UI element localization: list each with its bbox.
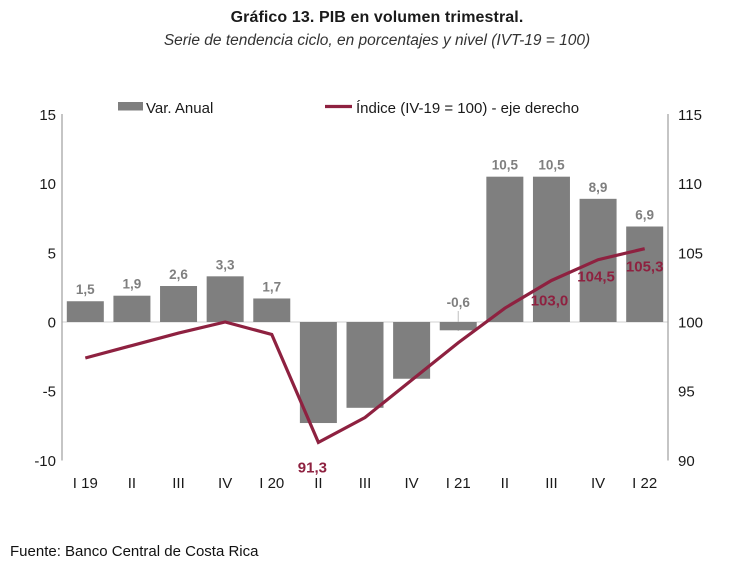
x-axis-category-label: III bbox=[545, 475, 558, 492]
bar-var-anual bbox=[346, 322, 384, 408]
x-axis-category-label: IV bbox=[405, 475, 419, 492]
right-axis-tick-label: 110 bbox=[678, 176, 702, 193]
right-axis-tick-label: 105 bbox=[678, 245, 703, 262]
x-axis-category-label: II bbox=[501, 475, 509, 492]
left-axis-tick-label: 15 bbox=[39, 107, 56, 124]
bar-value-label: 6,9 bbox=[635, 208, 654, 223]
x-axis-category-label: III bbox=[172, 475, 185, 492]
x-axis-category-label: II bbox=[128, 475, 136, 492]
right-axis-tick-label: 95 bbox=[678, 384, 695, 401]
bar-value-label: 3,3 bbox=[216, 257, 235, 272]
bar-var-anual bbox=[299, 322, 337, 424]
right-axis-tick-label: 100 bbox=[678, 315, 703, 332]
source-note: Fuente: Banco Central de Costa Rica bbox=[10, 543, 259, 560]
x-axis-category-label: I 19 bbox=[73, 475, 98, 492]
left-axis-tick-label: 0 bbox=[48, 315, 56, 332]
x-axis-category-label: I 20 bbox=[259, 475, 284, 492]
bar-var-anual bbox=[626, 226, 664, 322]
x-axis-category-label: IV bbox=[591, 475, 605, 492]
bar-var-anual bbox=[160, 286, 198, 322]
bar-value-label: 10,5 bbox=[492, 158, 519, 173]
bar-value-label: 2,6 bbox=[169, 267, 188, 282]
bar-var-anual bbox=[113, 295, 151, 322]
legend-bar-swatch bbox=[118, 102, 143, 111]
legend-bar-label: Var. Anual bbox=[146, 100, 213, 117]
bar-value-label: -0,6 bbox=[447, 295, 471, 310]
bar-value-label: 10,5 bbox=[538, 158, 565, 173]
bar-var-anual bbox=[66, 301, 104, 322]
bar-var-anual bbox=[253, 298, 291, 322]
line-value-label: 103,0 bbox=[531, 292, 569, 309]
x-axis-category-label: II bbox=[314, 475, 322, 492]
bar-var-anual bbox=[439, 322, 477, 331]
left-axis-tick-label: 5 bbox=[48, 245, 56, 262]
chart-subtitle: Serie de tendencia ciclo, en porcentajes… bbox=[163, 32, 591, 49]
bar-var-anual bbox=[532, 176, 570, 322]
line-value-label: 91,3 bbox=[298, 459, 327, 476]
line-value-label: 105,3 bbox=[626, 259, 664, 276]
bar-value-label: 1,7 bbox=[262, 279, 281, 294]
bar-var-anual bbox=[486, 176, 524, 322]
right-axis-tick-label: 90 bbox=[678, 453, 695, 470]
legend-line-label: Índice (IV-19 = 100) - eje derecho bbox=[356, 100, 579, 117]
x-axis-category-label: III bbox=[359, 475, 372, 492]
line-value-label: 104,5 bbox=[577, 269, 615, 286]
chart-title: Gráfico 13. PIB en volumen trimestral. bbox=[230, 9, 524, 26]
bar-value-label: 1,5 bbox=[76, 282, 95, 297]
bar-value-label: 8,9 bbox=[589, 180, 608, 195]
left-axis-tick-label: -10 bbox=[34, 453, 56, 470]
bar-var-anual bbox=[206, 276, 244, 322]
x-axis-category-label: I 21 bbox=[446, 475, 471, 492]
bar-value-label: 1,9 bbox=[123, 277, 142, 292]
left-axis-tick-label: 10 bbox=[39, 176, 56, 193]
x-axis-category-label: I 22 bbox=[632, 475, 657, 492]
index-line bbox=[84, 247, 646, 445]
right-axis-tick-label: 115 bbox=[678, 107, 702, 124]
left-axis-tick-label: -5 bbox=[43, 384, 56, 401]
x-axis-category-label: IV bbox=[218, 475, 232, 492]
